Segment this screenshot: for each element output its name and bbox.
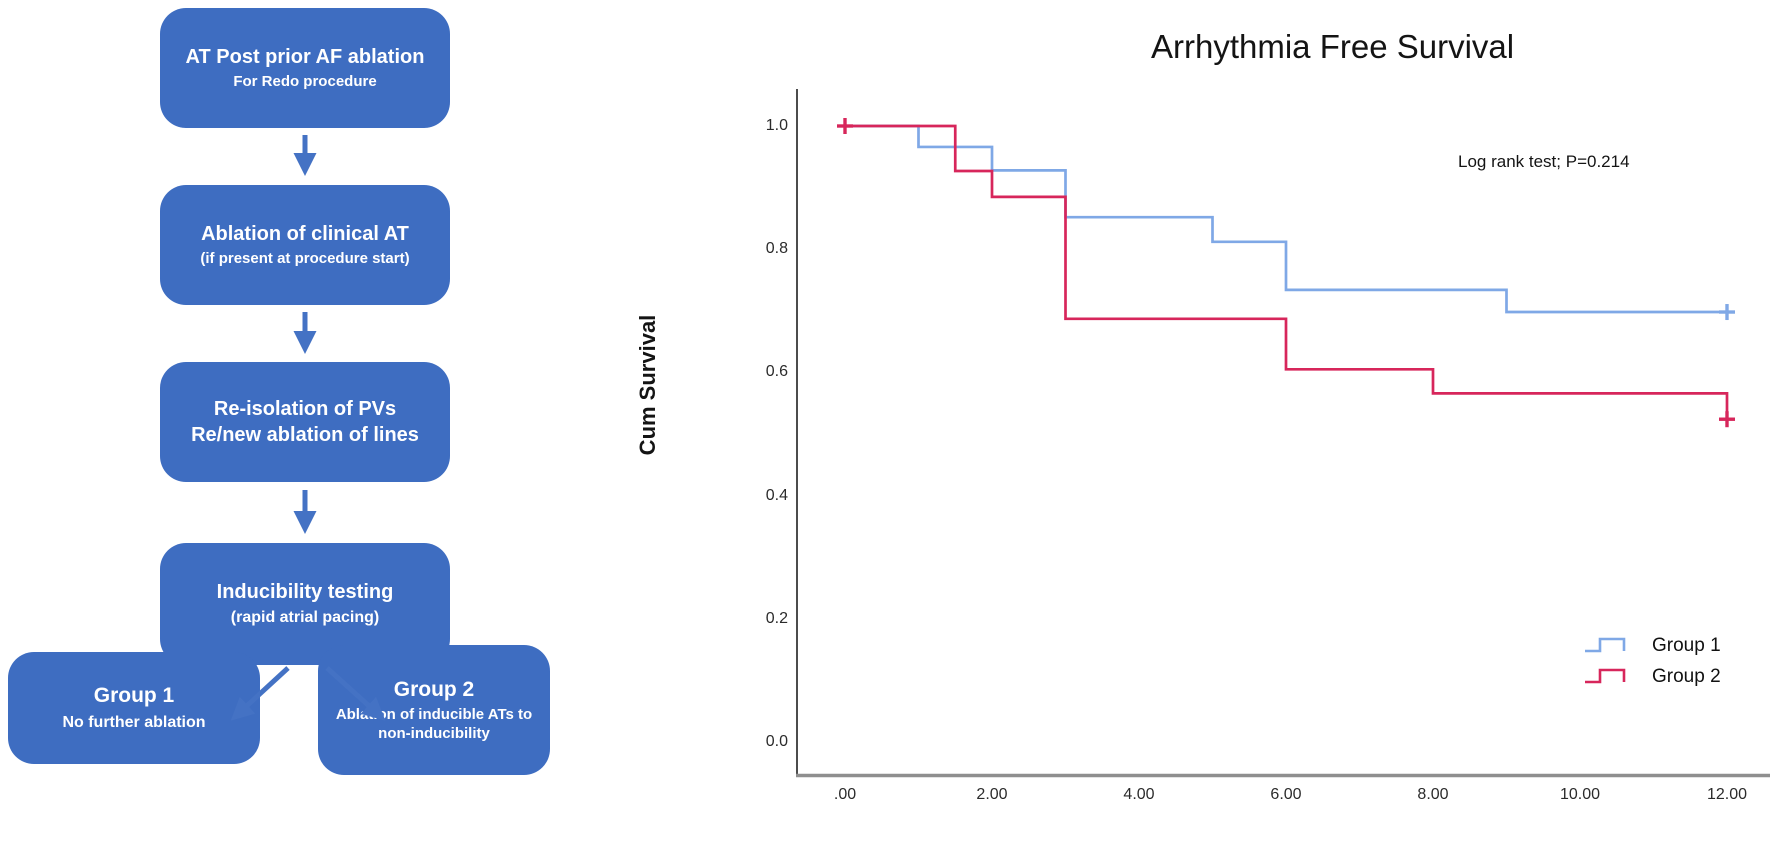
study-flowchart: AT Post prior AF ablation For Redo proce… — [0, 0, 620, 858]
flow-box-title: Ablation of clinical AT — [201, 222, 409, 245]
censor-mark-icon — [1719, 411, 1735, 428]
flow-box-at-post-prior-af-ablation: AT Post prior AF ablation For Redo proce… — [160, 8, 450, 128]
flow-box-subtitle: (rapid atrial pacing) — [230, 609, 380, 626]
legend-label: Group 1 — [1652, 635, 1721, 656]
flow-box-subtitle: For Redo procedure — [233, 72, 377, 90]
flow-box-title: Group 2 — [393, 677, 475, 701]
flow-box-re-isolation-of-pvs: Re-isolation of PVs Re/new ablation of l… — [160, 362, 450, 482]
survival-curve-group-2 — [845, 124, 1729, 420]
flow-box-group-2: Group 2 Ablation of inducible ATs to non… — [318, 645, 550, 775]
legend-item-group-1: Group 1 — [1583, 633, 1721, 659]
x-tick-label: .00 — [833, 786, 857, 803]
y-tick-label: 0.4 — [765, 486, 788, 504]
survival-curve-group-1 — [845, 124, 1727, 314]
y-tick-label: 0.6 — [765, 363, 788, 381]
x-tick-label: 2.00 — [976, 786, 1008, 803]
censor-mark-icon — [837, 118, 853, 134]
flow-box-title: Group 1 — [93, 684, 175, 708]
log-rank-annotation: Log rank test; P=0.214 — [1458, 152, 1630, 171]
y-tick-label: 1.0 — [765, 117, 788, 134]
legend-item-group-2: Group 2 — [1583, 664, 1721, 690]
flow-box-title: AT Post prior AF ablation — [185, 45, 425, 68]
x-tick-label: 6.00 — [1270, 786, 1302, 803]
legend-label: Group 2 — [1652, 666, 1721, 687]
y-tick-label: 0.2 — [765, 609, 788, 627]
flow-box-subtitle: (if present at procedure start) — [200, 249, 410, 267]
flow-box-subtitle: No further ablation — [62, 713, 206, 731]
x-tick-label: 4.00 — [1123, 786, 1155, 803]
chart-legend: Group 1 Group 2 — [1583, 633, 1721, 690]
legend-step-icon — [1585, 668, 1626, 684]
chart-title: Arrhythmia Free Survival — [1151, 28, 1515, 65]
flow-box-ablation-of-clinical-at: Ablation of clinical AT (if present at p… — [160, 185, 450, 305]
survival-chart: Arrhythmia Free Survival Log rank test; … — [620, 0, 1772, 858]
x-tick-label: 8.00 — [1417, 786, 1449, 803]
y-tick-label: 0.0 — [765, 733, 788, 750]
y-tick-label: 0.8 — [765, 240, 788, 258]
flow-box-subtitle: Re/new ablation of lines — [191, 423, 419, 446]
x-tick-label: 10.00 — [1559, 786, 1601, 803]
plot-area — [796, 89, 1770, 778]
x-tick-label: 12.00 — [1706, 786, 1748, 803]
flow-box-title: Inducibility testing — [216, 581, 394, 603]
flow-box-title: Re-isolation of PVs — [213, 397, 397, 420]
flow-box-subtitle: Ablation of inducible ATs to non-inducib… — [335, 705, 533, 742]
censor-mark-icon — [1719, 304, 1735, 321]
flow-box-group-1: Group 1 No further ablation — [8, 652, 260, 764]
legend-step-icon — [1585, 637, 1626, 653]
flow-box-inducibility-testing: Inducibility testing (rapid atrial pacin… — [160, 543, 450, 665]
